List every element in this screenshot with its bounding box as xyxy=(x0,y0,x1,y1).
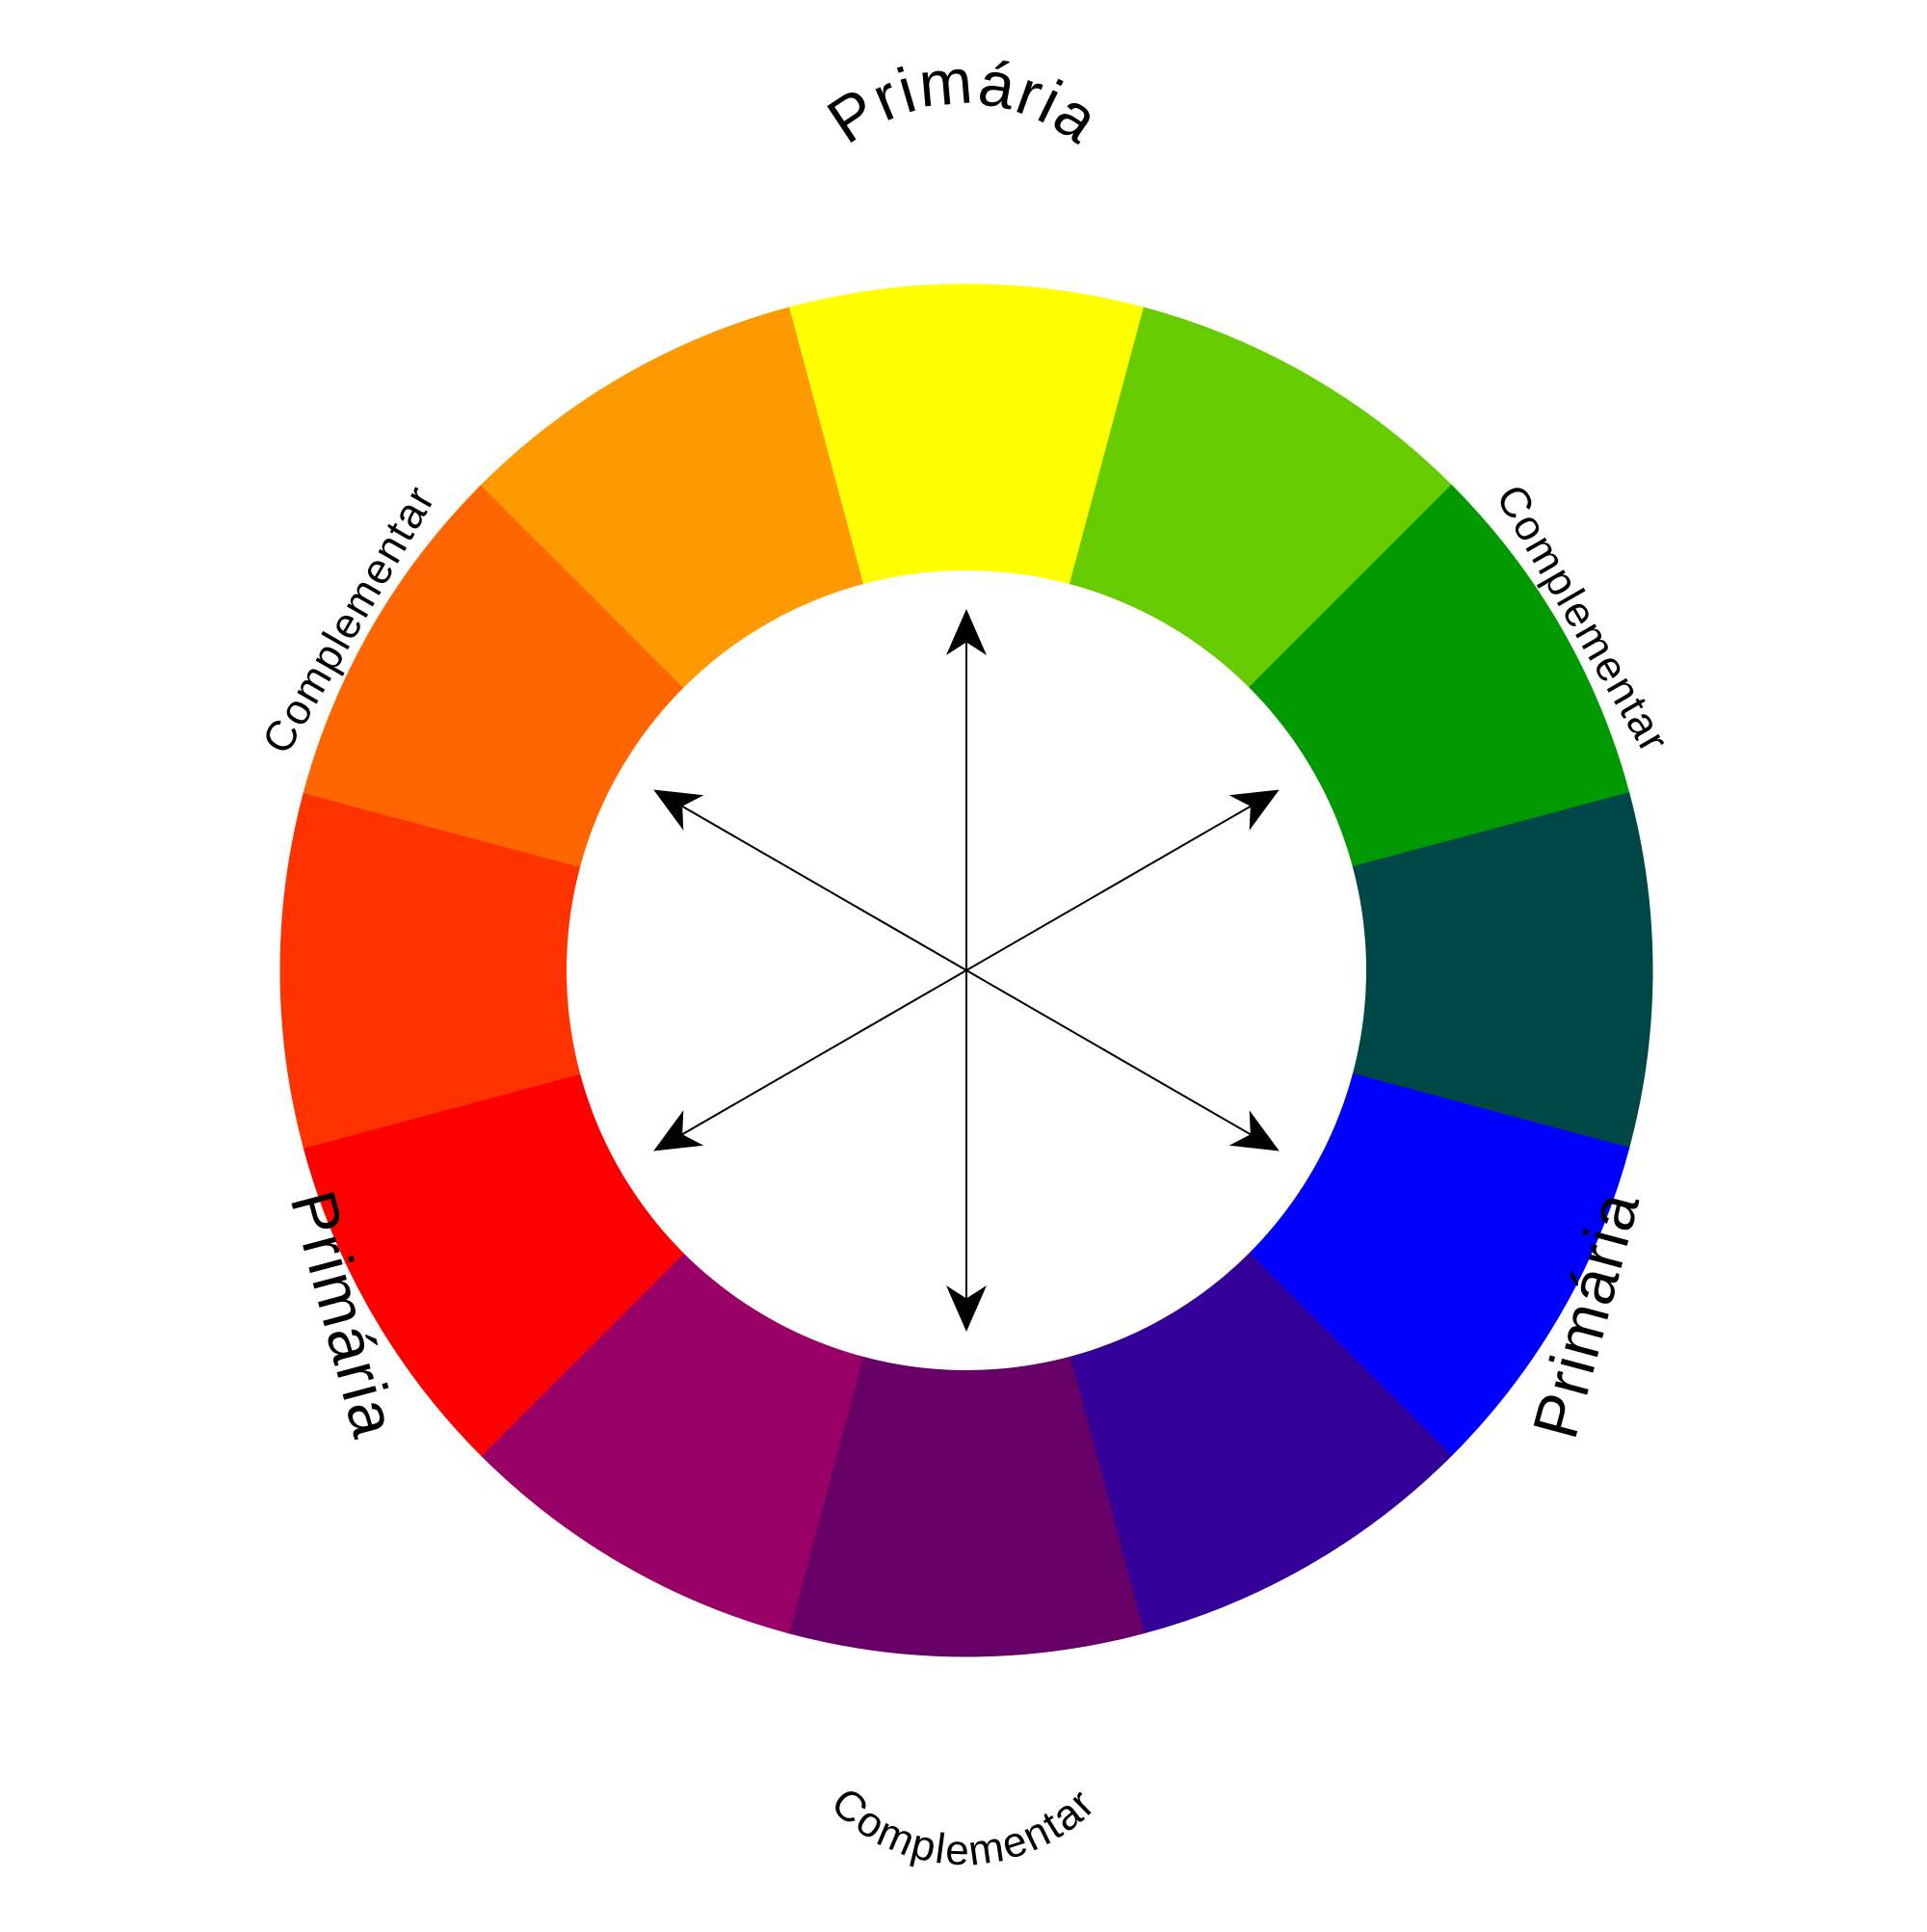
arrow-diagonal-down xyxy=(653,789,1280,1151)
arrowhead xyxy=(946,1285,987,1332)
arrowhead xyxy=(1228,1110,1280,1151)
arrow-shaft xyxy=(677,803,1255,1138)
arrowhead xyxy=(946,609,987,655)
label-complementary-bottom: Complementar xyxy=(822,1779,1104,1875)
label-primary-top: Primária xyxy=(815,44,1113,157)
arrowhead xyxy=(1228,789,1280,831)
complementary-arrows xyxy=(653,609,1280,1332)
arrowhead xyxy=(653,1110,704,1151)
arrowhead xyxy=(653,789,704,831)
